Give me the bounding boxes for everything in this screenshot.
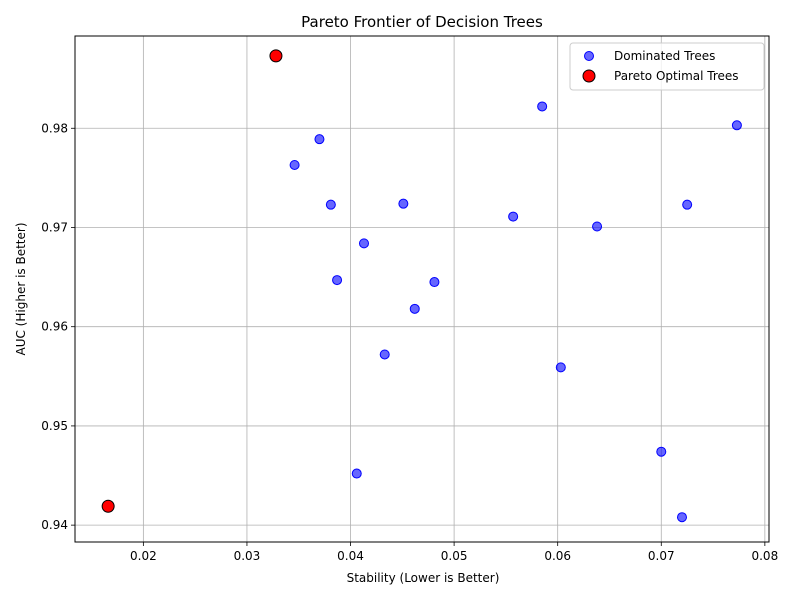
x-tick-label: 0.07 [648, 549, 675, 563]
x-tick-label: 0.03 [234, 549, 261, 563]
dominated-tree-point [682, 199, 693, 210]
y-tick-label: 0.98 [41, 121, 68, 135]
x-tick-label: 0.06 [544, 549, 571, 563]
dominated-tree-point [358, 238, 369, 249]
dominated-tree-point [379, 349, 390, 360]
chart-title: Pareto Frontier of Decision Trees [301, 13, 543, 31]
x-tick-label: 0.04 [337, 549, 364, 563]
grid-lines [75, 36, 769, 542]
dominated-tree-point [731, 120, 742, 131]
dominated-tree-point [332, 275, 343, 286]
dominated-tree-point [325, 199, 336, 210]
legend-label-pareto: Pareto Optimal Trees [614, 69, 739, 83]
legend-box [569, 42, 765, 91]
pareto-optimal-tree-point [269, 49, 283, 63]
y-tick-label: 0.97 [41, 220, 68, 234]
x-axis-label: Stability (Lower is Better) [347, 571, 500, 585]
dominated-tree-point [656, 446, 667, 457]
legend-label-dominated: Dominated Trees [614, 49, 715, 63]
dominated-tree-point [676, 512, 687, 523]
dominated-tree-point [429, 277, 440, 288]
dominated-tree-point [508, 211, 519, 222]
dominated-tree-point [409, 303, 420, 314]
x-tick-label: 0.02 [130, 549, 157, 563]
legend-marker-pareto [582, 69, 596, 83]
pareto-optimal-tree-point [101, 499, 115, 513]
legend-marker-dominated [584, 51, 594, 61]
y-tick-label: 0.96 [41, 320, 68, 334]
y-tick-label: 0.94 [41, 518, 68, 532]
axis-ticks: 0.02 0.03 0.04 0.05 0.06 0.07 0.08 0.94 0.95 0.96… [41, 121, 778, 563]
dominated-tree-point [289, 159, 300, 170]
x-tick-label: 0.05 [441, 549, 468, 563]
dominated-tree-point [351, 468, 362, 479]
data-points [101, 49, 742, 523]
dominated-tree-point [398, 198, 409, 209]
dominated-tree-point [592, 221, 603, 232]
y-axis-label: AUC (Higher is Better) [14, 222, 28, 355]
plot-frame [74, 35, 770, 543]
dominated-tree-point [537, 101, 548, 112]
dominated-tree-point [314, 134, 325, 145]
dominated-tree-point [555, 362, 566, 373]
y-tick-label: 0.95 [41, 419, 68, 433]
x-tick-label: 0.08 [751, 549, 778, 563]
legend: Dominated Trees Pareto Optimal Trees [569, 42, 765, 91]
